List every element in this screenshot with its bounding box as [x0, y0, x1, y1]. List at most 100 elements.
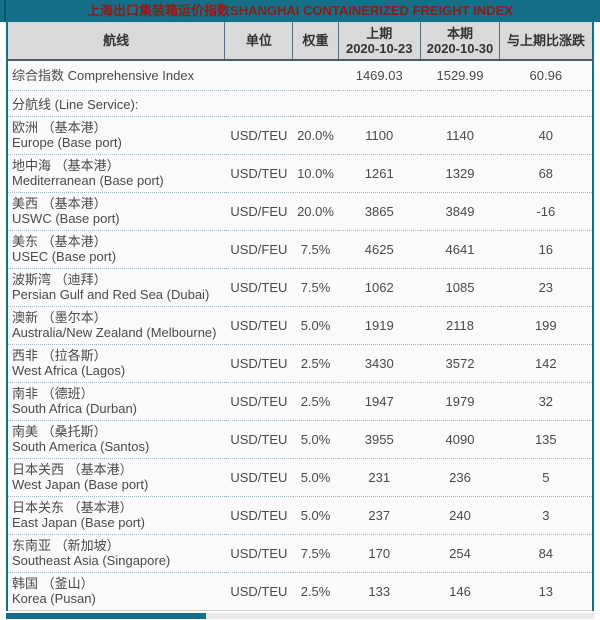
- route-curr-value: 4641: [420, 229, 500, 268]
- route-name-cn: 波斯湾 （迪拜）: [12, 272, 107, 287]
- route-change-value: 16: [499, 229, 593, 268]
- route-row: 美西 （基本港） USWC (Base port) USD/FEU 20.0% …: [7, 191, 593, 230]
- summary-row: 综合指数 Comprehensive Index 1469.03 1529.99…: [7, 60, 593, 90]
- route-change-value: 135: [499, 419, 593, 458]
- bottom-strip: [6, 612, 594, 619]
- route-prev-value: 1947: [338, 381, 421, 420]
- route-curr-value: 146: [420, 571, 500, 610]
- route-unit: USD/TEU: [224, 571, 293, 610]
- col-header-unit: 单位: [224, 22, 294, 61]
- route-weight: 5.0%: [292, 495, 339, 534]
- route-row: 地中海 （基本港） Mediterranean (Base port) USD/…: [7, 153, 593, 192]
- route-unit: USD/TEU: [224, 457, 293, 496]
- route-weight: 7.5%: [292, 267, 339, 306]
- route-unit: USD/TEU: [224, 495, 293, 534]
- summary-unit-empty: [225, 60, 293, 90]
- summary-name: 综合指数 Comprehensive Index: [12, 67, 195, 83]
- route-change-value: 84: [499, 533, 593, 572]
- route-weight: 10.0%: [292, 153, 339, 192]
- route-unit: USD/FEU: [224, 229, 293, 268]
- route-name-cn: 美东 （基本港）: [12, 234, 107, 249]
- route-name-cn: 南非 （德班）: [12, 386, 94, 401]
- route-prev-value: 1100: [338, 115, 421, 154]
- route-weight: 20.0%: [292, 191, 339, 230]
- route-prev-value: 170: [338, 533, 421, 572]
- section-row: 分航线 (Line Service):: [7, 89, 593, 116]
- route-curr-value: 1979: [420, 381, 500, 420]
- route-unit: USD/FEU: [224, 191, 293, 230]
- route-weight: 7.5%: [292, 533, 339, 572]
- route-curr-value: 2118: [420, 305, 500, 344]
- curr-period-date: 2020-10-30: [426, 40, 494, 56]
- route-change-value: 142: [499, 343, 593, 382]
- route-change-value: 23: [499, 267, 593, 306]
- col-header-curr-period: 本期 2020-10-30: [420, 22, 501, 61]
- route-weight: 2.5%: [292, 381, 339, 420]
- col-header-change: 与上期比涨跌: [499, 22, 593, 61]
- route-unit: USD/TEU: [224, 153, 293, 192]
- section-label: 分航线 (Line Service):: [7, 89, 593, 116]
- route-weight: 20.0%: [292, 115, 339, 154]
- route-name-cn: 韩国 （釜山）: [12, 576, 94, 591]
- route-weight: 5.0%: [292, 419, 339, 458]
- route-curr-value: 1140: [420, 115, 500, 154]
- route-weight: 5.0%: [292, 457, 339, 496]
- route-name-cn: 日本关东 （基本港）: [12, 500, 133, 515]
- route-unit: USD/TEU: [224, 305, 293, 344]
- route-change-value: 68: [499, 153, 593, 192]
- route-name-cn: 南美 （桑托斯）: [12, 424, 107, 439]
- route-prev-value: 237: [338, 495, 421, 534]
- route-row: 西非 （拉各斯） West Africa (Lagos) USD/TEU 2.5…: [7, 343, 593, 382]
- route-name-en: USEC (Base port): [12, 249, 117, 264]
- col-header-prev-period: 上期 2020-10-23: [338, 22, 421, 61]
- prev-period-label: 上期: [366, 25, 393, 41]
- route-curr-value: 240: [420, 495, 500, 534]
- col-header-route: 航线: [7, 22, 226, 61]
- route-name-cn: 东南亚 （新加坡）: [12, 538, 120, 553]
- route-unit: USD/TEU: [224, 419, 293, 458]
- route-name-cn: 日本关西 （基本港）: [12, 462, 133, 477]
- route-change-value: -16: [499, 191, 593, 230]
- route-name-en: Persian Gulf and Red Sea (Dubai): [12, 287, 210, 302]
- route-row: 澳新 （墨尔本） Australia/New Zealand (Melbourn…: [7, 305, 593, 344]
- bottom-accent-bar: [6, 612, 206, 619]
- page-title: 上海出口集装箱运价指数SHANGHAI CONTAINERIZED FREIGH…: [0, 0, 600, 22]
- scfi-table-wrapper: 航线 单位 权重 上期 2020-10-23 本期 2020-10-30 与上期…: [6, 22, 594, 611]
- route-name-en: West Africa (Lagos): [12, 363, 126, 378]
- route-unit: USD/TEU: [224, 267, 293, 306]
- route-curr-value: 236: [420, 457, 500, 496]
- route-unit: USD/TEU: [224, 115, 293, 154]
- route-unit: USD/TEU: [224, 533, 293, 572]
- route-unit: USD/TEU: [224, 343, 293, 382]
- route-name-cn: 地中海 （基本港）: [12, 158, 120, 173]
- route-row: 南非 （德班） South Africa (Durban) USD/TEU 2.…: [7, 381, 593, 420]
- route-weight: 2.5%: [292, 343, 339, 382]
- col-header-weight: 权重: [292, 22, 339, 61]
- route-name-en: South America (Santos): [12, 439, 150, 454]
- route-name-cn: 欧洲 （基本港）: [12, 120, 107, 135]
- route-change-value: 5: [499, 457, 593, 496]
- route-name-en: East Japan (Base port): [12, 515, 145, 530]
- route-row: 欧洲 （基本港） Europe (Base port) USD/TEU 20.0…: [7, 115, 593, 154]
- route-row: 日本关西 （基本港） West Japan (Base port) USD/TE…: [7, 457, 593, 496]
- route-curr-value: 1085: [420, 267, 500, 306]
- route-change-value: 3: [499, 495, 593, 534]
- route-name-en: Europe (Base port): [12, 135, 122, 150]
- scfi-table: 航线 单位 权重 上期 2020-10-23 本期 2020-10-30 与上期…: [6, 22, 594, 611]
- summary-weight-empty: [293, 60, 338, 90]
- summary-curr-value: 1529.99: [436, 67, 484, 83]
- prev-period-date: 2020-10-23: [345, 40, 413, 56]
- route-row: 美东 （基本港） USEC (Base port) USD/FEU 7.5% 4…: [7, 229, 593, 268]
- route-curr-value: 3572: [420, 343, 500, 382]
- route-row: 日本关东 （基本港） East Japan (Base port) USD/TE…: [7, 495, 593, 534]
- route-name-en: Mediterranean (Base port): [12, 173, 164, 188]
- route-prev-value: 133: [338, 571, 421, 610]
- route-unit: USD/TEU: [224, 381, 293, 420]
- route-name-en: USWC (Base port): [12, 211, 120, 226]
- route-name-en: West Japan (Base port): [12, 477, 149, 492]
- summary-prev-value: 1469.03: [355, 67, 403, 83]
- route-name-en: Southeast Asia (Singapore): [12, 553, 171, 568]
- route-name-en: Australia/New Zealand (Melbourne): [12, 325, 217, 340]
- route-name-cn: 澳新 （墨尔本）: [12, 310, 107, 325]
- route-weight: 7.5%: [292, 229, 339, 268]
